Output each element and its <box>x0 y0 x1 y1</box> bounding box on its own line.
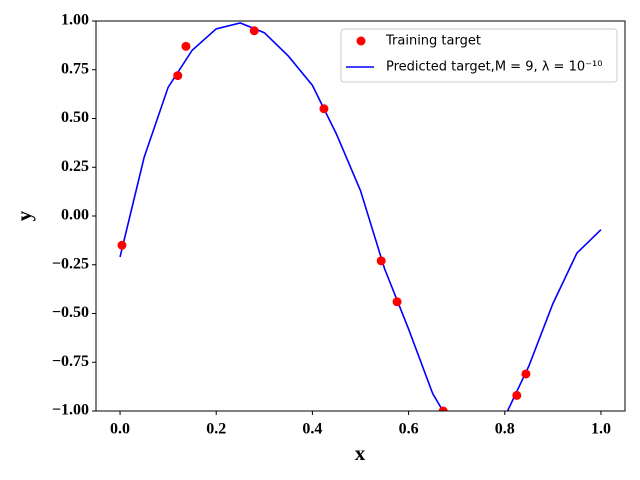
training-point <box>181 41 191 51</box>
training-point <box>512 390 522 400</box>
x-axis-label: x <box>355 441 366 465</box>
training-point <box>117 240 127 250</box>
x-tick-label: 0.8 <box>495 421 515 438</box>
training-point <box>521 369 531 379</box>
legend-box <box>340 28 618 83</box>
training-point <box>173 71 183 81</box>
training-point <box>392 297 402 307</box>
training-point <box>438 406 448 411</box>
y-axis-label: y <box>12 210 36 221</box>
legend-label: Predicted target,M = 9, λ = 10⁻¹⁰ <box>386 60 602 75</box>
y-tick-label: 0.75 <box>61 60 89 77</box>
y-tick-label: −0.75 <box>52 353 89 370</box>
y-tick-label: 0.50 <box>61 109 89 126</box>
x-tick-label: 0.2 <box>206 421 226 438</box>
y-tick-label: 0.00 <box>61 207 89 224</box>
plot-area <box>117 22 602 411</box>
x-tick-label: 0.4 <box>302 421 322 438</box>
y-tick-label: 1.00 <box>61 12 89 29</box>
x-tick-label: 1.0 <box>591 421 611 438</box>
y-tick-label: −0.25 <box>52 255 89 272</box>
y-tick-label: −1.00 <box>52 402 89 419</box>
legend-label: Training target <box>385 34 481 49</box>
training-point <box>376 256 386 266</box>
training-point <box>319 104 329 114</box>
y-tick-label: −0.50 <box>52 304 89 321</box>
training-point <box>249 26 259 36</box>
legend-marker <box>356 36 366 46</box>
predicted-line <box>119 22 602 411</box>
y-tick-label: 0.25 <box>61 158 89 175</box>
x-tick-label: 0.6 <box>399 421 419 438</box>
plot-frame <box>95 20 626 412</box>
x-tick-label: 0.0 <box>110 421 130 438</box>
